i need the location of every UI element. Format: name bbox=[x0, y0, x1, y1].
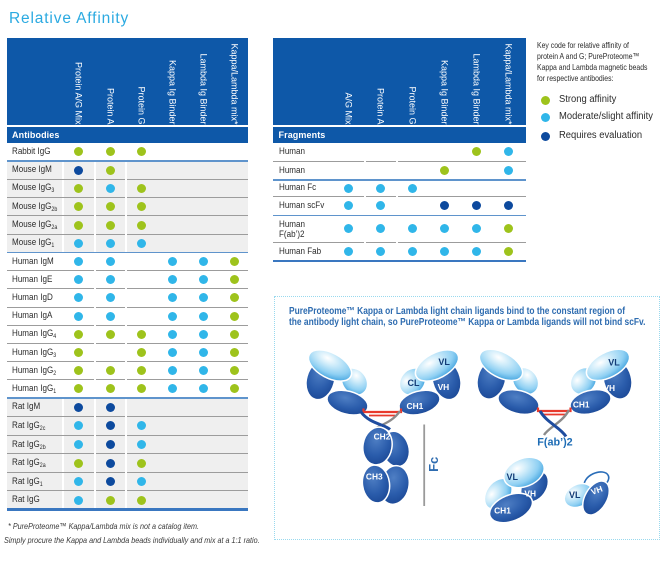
svg-text:VH: VH bbox=[589, 483, 603, 496]
svg-text:CH1: CH1 bbox=[407, 401, 424, 411]
svg-text:VL: VL bbox=[569, 490, 581, 500]
svg-text:VL: VL bbox=[608, 358, 620, 368]
svg-text:CL: CL bbox=[408, 378, 420, 388]
svg-text:VL: VL bbox=[506, 472, 518, 482]
svg-text:F(ab’)2: F(ab’)2 bbox=[537, 437, 572, 449]
svg-text:VH: VH bbox=[438, 382, 450, 392]
svg-text:Fc: Fc bbox=[426, 457, 441, 472]
svg-text:CH3: CH3 bbox=[366, 472, 383, 482]
svg-text:VH: VH bbox=[524, 489, 536, 499]
svg-text:VH: VH bbox=[603, 383, 615, 393]
svg-text:CH2: CH2 bbox=[374, 432, 391, 442]
svg-text:VL: VL bbox=[438, 357, 450, 367]
svg-text:CH1: CH1 bbox=[573, 400, 590, 410]
svg-text:CH1: CH1 bbox=[494, 506, 511, 516]
